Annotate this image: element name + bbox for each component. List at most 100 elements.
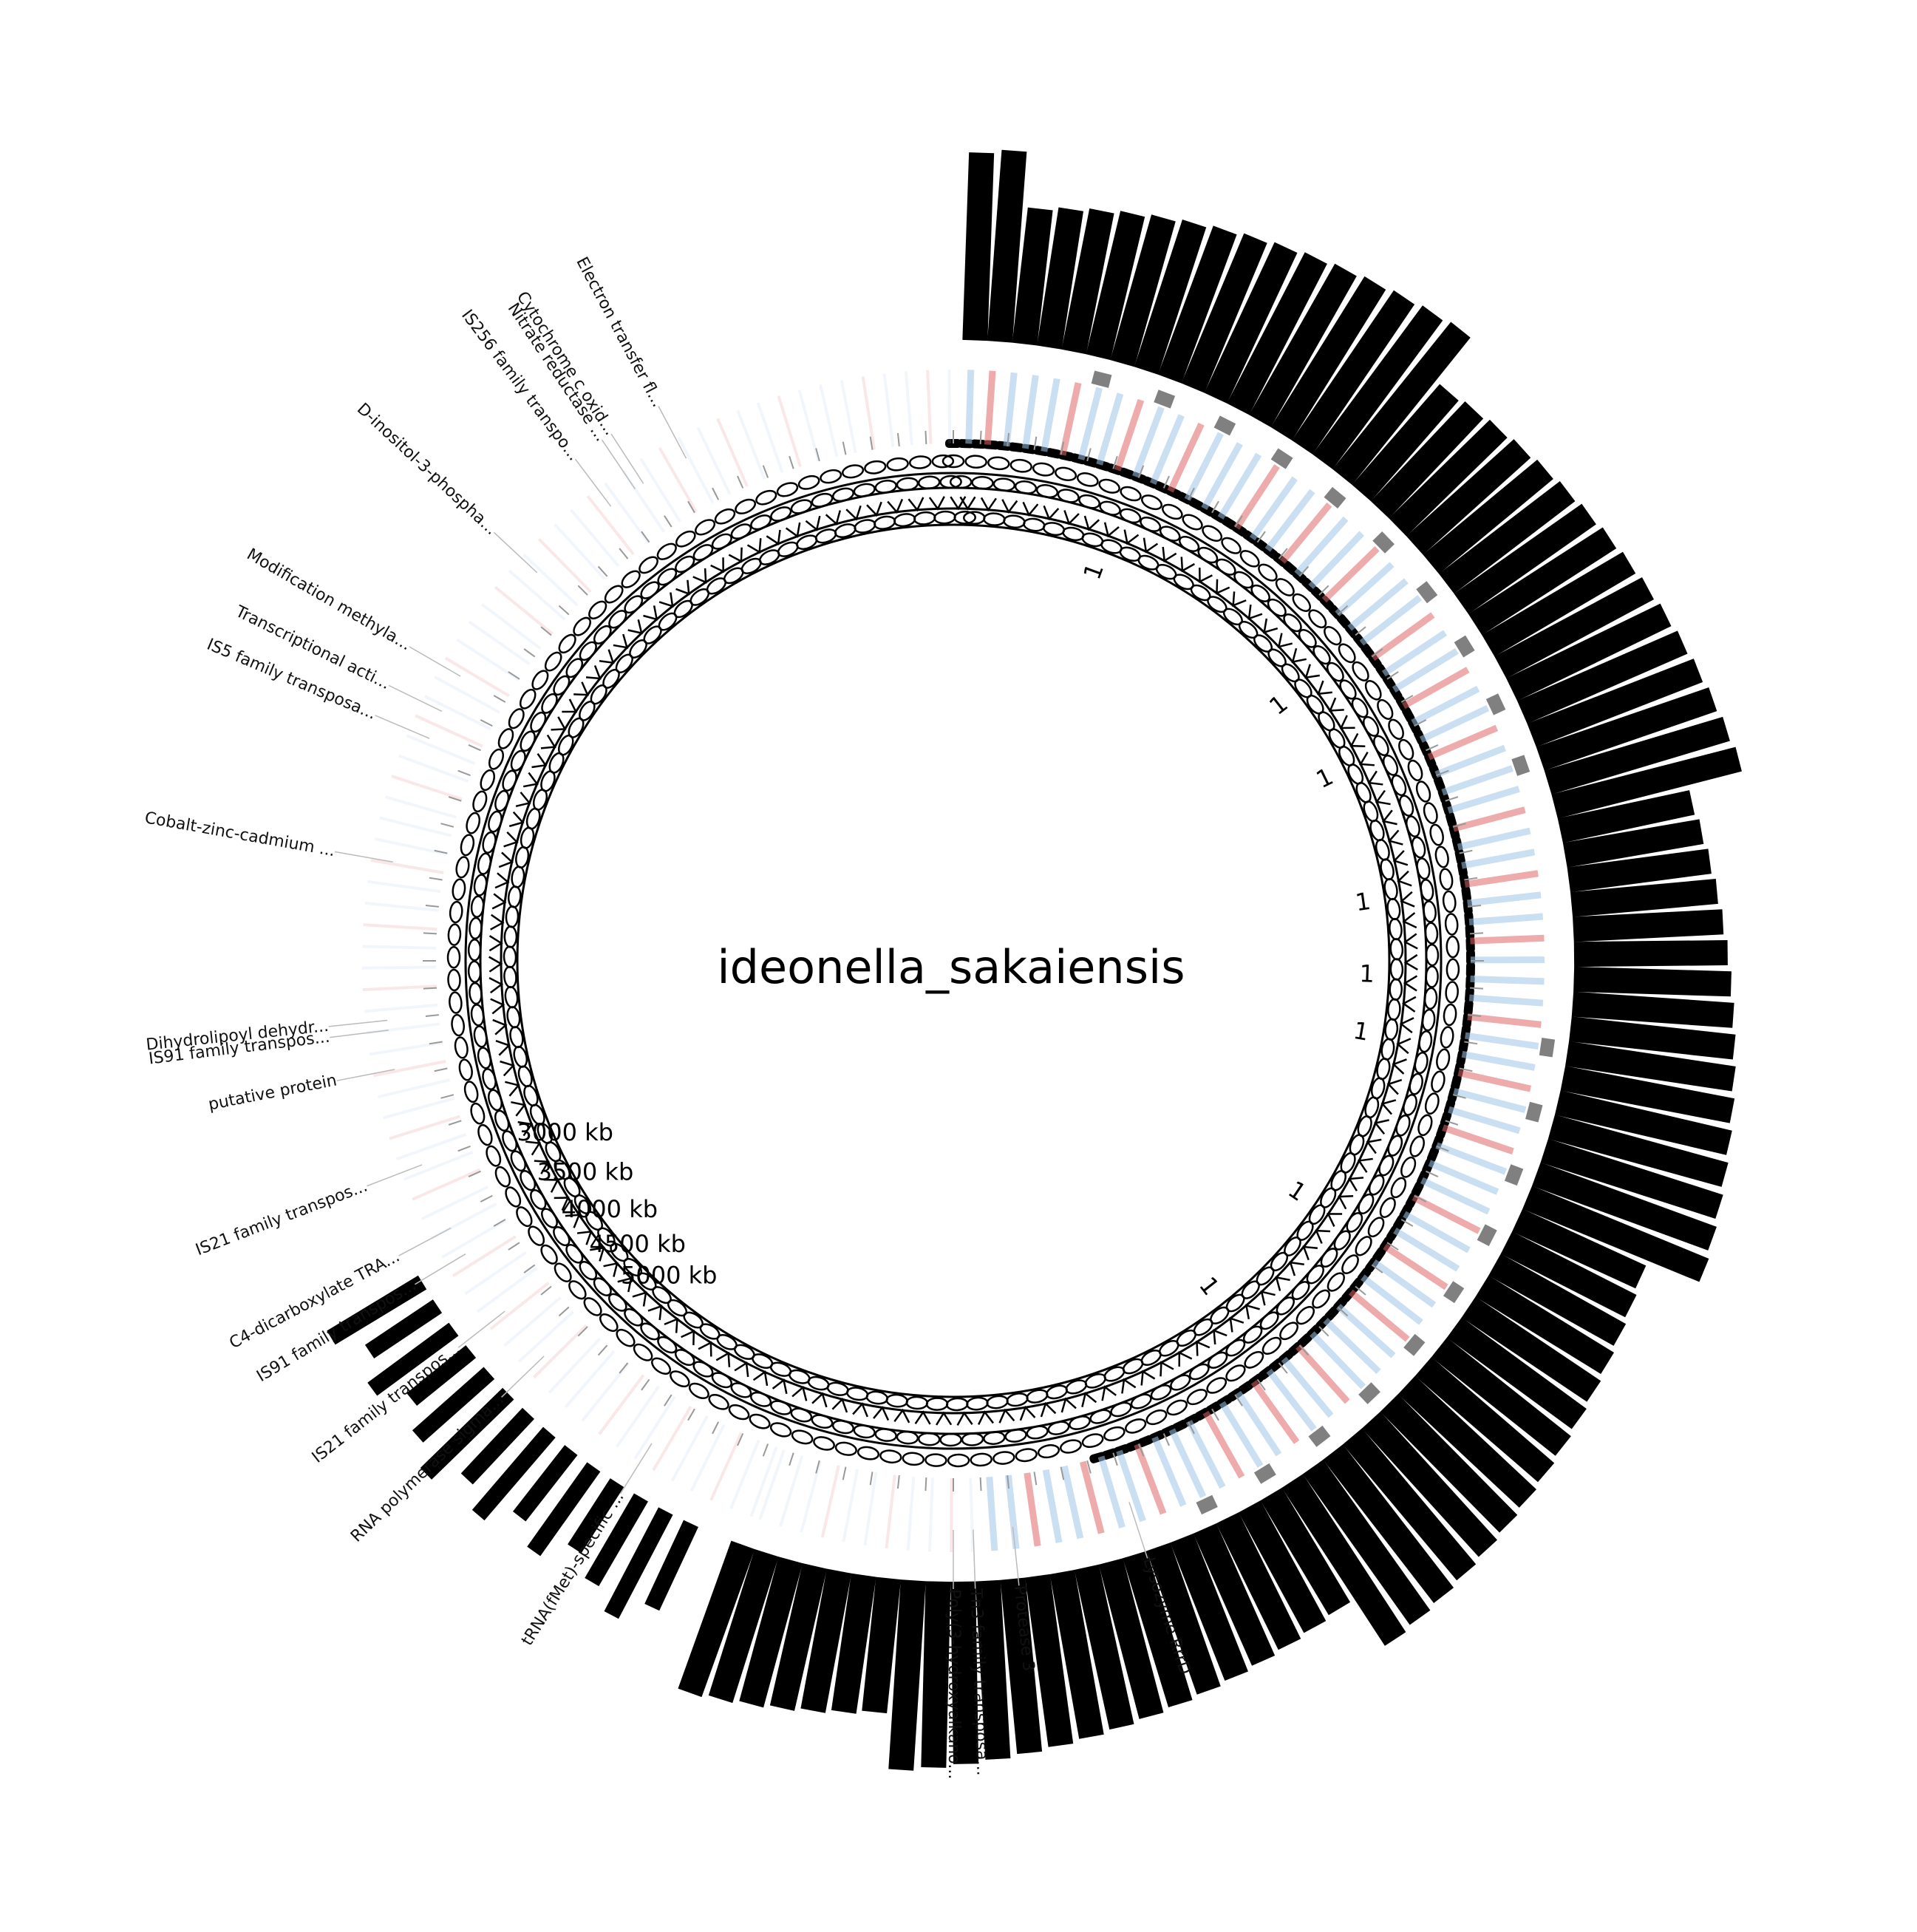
- feature-glyph: [1397, 870, 1412, 887]
- annotation-block: [1540, 1138, 1723, 1219]
- feature-glyph: [857, 1446, 880, 1460]
- tick-mark: [1162, 475, 1170, 489]
- feature-glyph: [503, 925, 518, 948]
- feature-glyph: [488, 977, 504, 994]
- feature-glyph: [750, 514, 772, 531]
- feature-glyph: [1289, 1261, 1304, 1276]
- feature-glyph: [1140, 494, 1162, 511]
- annotation-block: [1468, 527, 1617, 636]
- feature-block: [1045, 448, 1063, 459]
- feature-glyph: [1308, 1204, 1326, 1225]
- gc-bar: [1435, 1142, 1507, 1175]
- feature-glyph: [470, 895, 485, 918]
- feature-glyph: [950, 496, 967, 511]
- feature-glyph: [772, 1378, 788, 1395]
- feature-glyph: [621, 570, 641, 588]
- gc-bar: [374, 837, 448, 856]
- feature-glyph: [624, 595, 644, 614]
- annotation-block: [1544, 716, 1730, 795]
- feature-glyph: [865, 1390, 889, 1405]
- feature-glyph: [447, 923, 462, 946]
- feature-glyph: [1304, 664, 1320, 679]
- feature-glyph: [1225, 1293, 1245, 1313]
- tick-mark: [423, 987, 437, 990]
- feature-glyph: [1364, 680, 1382, 701]
- feature-glyph: [568, 1280, 587, 1300]
- feature-glyph: [469, 916, 483, 940]
- gc-bar: [1149, 414, 1185, 485]
- feature-glyph: [970, 1452, 992, 1467]
- feature-glyph: [1059, 1439, 1082, 1454]
- gc-bar: [367, 880, 441, 894]
- feature-glyph: [980, 497, 997, 512]
- feature-glyph: [1328, 697, 1344, 712]
- feature-glyph: [1239, 550, 1260, 568]
- feature-glyph: [1387, 1135, 1403, 1157]
- tick-mark: [1007, 1475, 1010, 1489]
- gc-bar: [395, 1132, 467, 1161]
- feature-glyph: [491, 893, 507, 910]
- label-leader: [334, 851, 393, 863]
- feature-glyph: [477, 1123, 493, 1146]
- gc-bar: [586, 495, 635, 556]
- feature-glyph: [1338, 643, 1356, 664]
- gc-bar: [696, 426, 732, 495]
- feature-glyph: [1110, 1401, 1132, 1418]
- tick-mark: [1386, 1242, 1399, 1251]
- feature-glyph: [1015, 1448, 1038, 1463]
- feature-glyph: [1178, 536, 1200, 552]
- gc-bar: [489, 1282, 550, 1330]
- feature-glyph: [530, 711, 547, 733]
- feature-glyph: [470, 1004, 485, 1027]
- label-leader: [367, 1164, 423, 1187]
- feature-glyph: [831, 1397, 848, 1413]
- feature-glyph: [1312, 1289, 1331, 1309]
- tick-mark: [641, 531, 650, 543]
- feature-glyph: [1221, 537, 1242, 554]
- feature-glyph: [613, 633, 629, 649]
- feature-glyph: [1436, 1048, 1451, 1071]
- gc-bar: [1116, 1449, 1146, 1523]
- feature-glyph: [562, 698, 578, 713]
- inner-number-labels: 1 1 1 1 1 1 1 1: [1077, 559, 1375, 1301]
- feature-glyph: [565, 658, 584, 678]
- feature-glyph: [1099, 500, 1121, 516]
- annotation-block: [950, 1581, 979, 1764]
- feature-glyph: [1263, 618, 1278, 634]
- annotation-block: [1074, 1564, 1134, 1730]
- tick-mark: [1468, 904, 1482, 908]
- feature-glyph: [1032, 462, 1055, 477]
- tick-mark: [493, 1219, 506, 1227]
- feature-glyph: [579, 700, 596, 721]
- feature-glyph: [599, 649, 615, 664]
- feature-glyph: [470, 1102, 486, 1125]
- feature-glyph: [931, 454, 955, 469]
- gc-bar: [517, 1310, 574, 1363]
- gc-bar: [494, 585, 554, 636]
- gc-bar: [716, 418, 749, 487]
- feature-glyph: [454, 1036, 469, 1059]
- feature-glyph: [579, 641, 597, 661]
- feature-glyph: [472, 790, 488, 813]
- feature-glyph: [507, 885, 522, 908]
- feature-glyph: [1406, 815, 1420, 837]
- feature-glyph: [469, 982, 483, 1005]
- feature-glyph: [1390, 1177, 1407, 1199]
- tick-mark: [712, 487, 720, 500]
- tick-mark: [523, 648, 536, 658]
- feature-glyph: [964, 455, 987, 469]
- feature-glyph: [658, 592, 674, 608]
- annotation-block: [1522, 1186, 1709, 1282]
- feature-glyph: [1424, 1092, 1440, 1115]
- feature-glyph: [1389, 917, 1403, 941]
- label-leader: [619, 1443, 653, 1494]
- gc-bar: [1004, 1474, 1020, 1549]
- feature-glyph: [497, 728, 514, 749]
- gc-bar: [480, 602, 542, 650]
- feature-glyph: [1366, 1138, 1382, 1154]
- tick-mark: [1187, 1421, 1195, 1435]
- feature-glyph: [1389, 978, 1403, 1001]
- tick-mark: [1187, 487, 1195, 500]
- feature-glyph: [896, 477, 919, 491]
- feature-glyph: [939, 475, 962, 489]
